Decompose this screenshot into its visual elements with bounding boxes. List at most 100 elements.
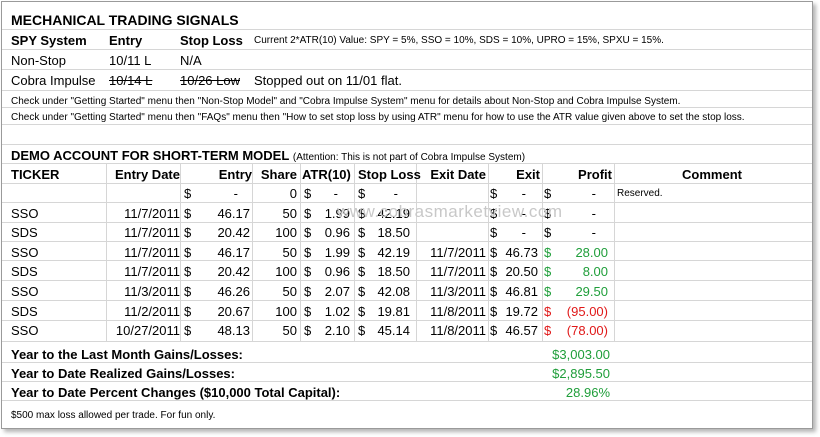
cell-atr: $ - <box>304 186 338 201</box>
cell-atr: $0.96 <box>304 225 350 241</box>
col-entry-header: Entry <box>109 33 143 48</box>
cell-atr: $2.10 <box>304 323 350 339</box>
cell-entry: $20.42 <box>184 225 250 241</box>
demo-title-row: DEMO ACCOUNT FOR SHORT-TERM MODEL (Atten… <box>11 146 525 167</box>
demo-title: DEMO ACCOUNT FOR SHORT-TERM MODEL <box>11 148 290 163</box>
cell-exit: $46.57 <box>490 323 538 339</box>
cell-entry: $46.26 <box>184 284 250 299</box>
grid-row-line <box>2 202 812 203</box>
cell-date: 11/7/2011 <box>124 264 180 280</box>
system-stop: 10/26 Low <box>180 73 240 88</box>
cell-profit: $29.50 <box>544 284 608 299</box>
cell-stop: $45.14 <box>358 323 410 339</box>
grid-row-line <box>2 124 812 125</box>
cell-date: 10/27/2011 <box>115 323 180 339</box>
grid-row-line <box>2 144 812 145</box>
cell-exit-date: 11/8/2011 <box>430 323 486 339</box>
summary-value: $2,895.50 <box>552 366 610 381</box>
summary-label: Year to Date Percent Changes ($10,000 To… <box>11 385 341 400</box>
demo-attention: (Attention: This is not part of Cobra Im… <box>292 152 526 163</box>
summary-value: $3,003.00 <box>552 347 610 362</box>
cell-ticker: SSO <box>11 323 39 339</box>
cell-ticker: SDS <box>11 225 38 241</box>
cell-stop: $19.81 <box>358 303 410 319</box>
cell-exit-date: 11/7/2011 <box>430 264 486 280</box>
th-ticker: TICKER <box>11 167 60 182</box>
cell-ticker: SDS <box>11 303 38 319</box>
cell-ticker: SSO <box>11 244 39 260</box>
grid-row-line <box>2 280 812 281</box>
cell-share: 100 <box>275 264 297 280</box>
cell-atr: $1.99 <box>304 205 350 221</box>
cell-date: 11/3/2011 <box>124 284 180 299</box>
cell-exit: $ - <box>490 205 526 221</box>
cell-exit-date: 11/3/2011 <box>430 284 486 299</box>
cell-ticker: SSO <box>11 284 39 299</box>
system-entry: 10/14 L <box>109 73 153 88</box>
footer-note: $500 max loss allowed per trade. For fun… <box>11 410 216 421</box>
th-entry: Entry <box>218 167 252 182</box>
grid-row-line <box>2 381 812 382</box>
system-entry: 10/11 L <box>109 53 152 68</box>
col-stop-header: Stop Loss <box>180 33 243 48</box>
cell-entry: $46.17 <box>184 244 250 260</box>
cell-share: 100 <box>275 303 297 319</box>
cell-exit-date: 11/8/2011 <box>430 303 486 319</box>
grid-row-line <box>2 222 812 223</box>
summary-value: 28.96% <box>565 385 610 400</box>
cell-profit: $8.00 <box>544 264 608 280</box>
th-comment: Comment <box>682 167 742 182</box>
note-line: Check under "Getting Started" menu then … <box>11 112 745 123</box>
cell-date: 11/7/2011 <box>124 225 180 241</box>
grid-row-line <box>2 320 812 321</box>
grid-row-line <box>2 29 812 30</box>
cell-share: 0 <box>289 186 297 201</box>
cell-exit: $ - <box>490 186 526 201</box>
cell-share: 50 <box>282 323 297 339</box>
system-stop: N/A <box>180 53 202 68</box>
th-exit: Exit <box>516 167 540 182</box>
grid-row-line <box>2 163 812 164</box>
grid-col-line <box>300 163 301 341</box>
summary-label: Year to Date Realized Gains/Losses: <box>11 366 235 381</box>
cell-entry: $48.13 <box>184 323 250 339</box>
grid-row-line <box>2 183 812 184</box>
grid-col-line <box>542 163 543 341</box>
cell-atr: $1.02 <box>304 303 350 319</box>
grid-row-line <box>2 241 812 242</box>
spreadsheet-frame: MECHANICAL TRADING SIGNALS SPY System En… <box>1 1 813 429</box>
cell-ticker: SSO <box>11 205 39 221</box>
grid-row-line <box>2 90 812 91</box>
note-line: Check under "Getting Started" menu then … <box>11 96 681 107</box>
cell-date: 11/2/2011 <box>124 303 180 319</box>
cell-exit: $46.73 <box>490 244 538 260</box>
cell-entry: $ - <box>184 186 238 201</box>
cell-profit: $ (78.00) <box>544 323 608 339</box>
system-status-note: Stopped out on 11/01 flat. <box>254 73 402 88</box>
cell-share: 50 <box>282 244 297 260</box>
cell-profit: $ - <box>544 205 596 221</box>
cell-profit: $ (95.00) <box>544 303 608 319</box>
grid-row-line <box>2 107 812 108</box>
cell-profit: $ - <box>544 186 596 201</box>
cell-ticker: SDS <box>11 264 38 280</box>
system-name: Non-Stop <box>11 53 66 68</box>
cell-exit: $19.72 <box>490 303 538 319</box>
cell-exit: $20.50 <box>490 264 538 280</box>
cell-stop: $18.50 <box>358 225 410 241</box>
th-exit-date: Exit Date <box>430 167 486 182</box>
cell-stop: $42.19 <box>358 244 410 260</box>
cell-stop: $42.19 <box>358 205 410 221</box>
grid-row-line <box>2 49 812 50</box>
cell-date: 11/7/2011 <box>124 244 180 260</box>
atr-note: Current 2*ATR(10) Value: SPY = 5%, SSO =… <box>254 35 664 46</box>
cell-entry: $20.67 <box>184 303 250 319</box>
cell-share: 100 <box>275 225 297 241</box>
cell-atr: $1.99 <box>304 244 350 260</box>
grid-col-line <box>488 163 489 341</box>
grid-col-line <box>106 163 107 341</box>
grid-row-line <box>2 400 812 401</box>
cell-exit-date: 11/7/2011 <box>430 244 486 260</box>
watermark: www.cobrasmarketview.com <box>337 202 563 221</box>
cell-atr: $2.07 <box>304 284 350 299</box>
